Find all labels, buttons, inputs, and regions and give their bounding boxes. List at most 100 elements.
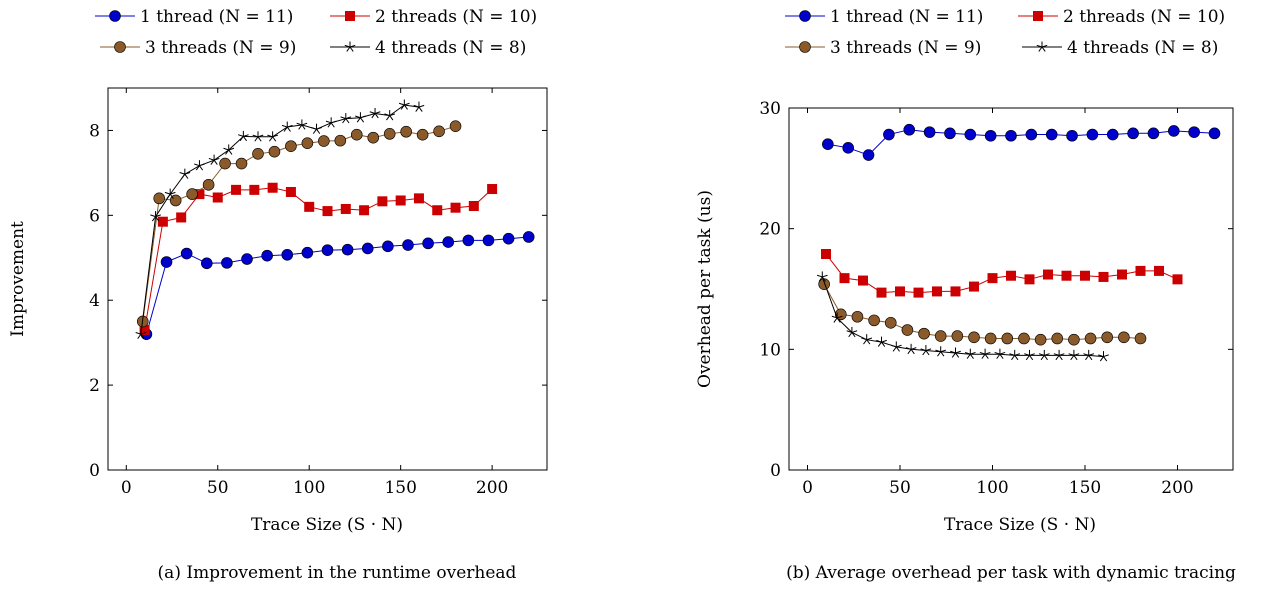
data-point [252, 147, 264, 160]
star-arm [239, 136, 244, 142]
data-point [252, 131, 264, 142]
series-line [821, 276, 1104, 358]
series-1 [822, 123, 1221, 161]
data-point [920, 345, 932, 356]
star-arm [140, 333, 145, 339]
star-arm [984, 353, 989, 359]
star-arm [223, 147, 229, 151]
star-arm [981, 353, 986, 359]
star-arm [1068, 353, 1075, 356]
series-3 [818, 278, 1147, 346]
star-arm [861, 337, 867, 341]
star-arm [1070, 355, 1075, 361]
data-point [884, 316, 897, 329]
star-arm [846, 330, 853, 333]
data-point [923, 126, 936, 138]
data-point [355, 112, 366, 123]
y-tick-label: 10 [759, 340, 781, 360]
data-point [951, 330, 964, 342]
star-arm [1053, 353, 1060, 356]
data-point [221, 257, 233, 269]
data-point [361, 242, 374, 255]
data-point [1066, 129, 1078, 142]
data-point [322, 206, 333, 217]
data-point [285, 186, 296, 197]
legend-item: 4 threads (N = 8) [330, 38, 526, 58]
star-arm [851, 330, 858, 333]
data-point [160, 256, 173, 268]
star-arm [349, 44, 356, 48]
star-arm [969, 353, 974, 359]
star-arm [301, 122, 308, 126]
star-arm [298, 124, 303, 130]
star-arm [283, 126, 288, 132]
star-arm [199, 165, 204, 171]
data-point [1009, 349, 1021, 361]
data-point [186, 188, 198, 200]
star-arm [984, 351, 991, 355]
data-point [413, 193, 424, 204]
data-point [821, 249, 831, 260]
data-point [267, 131, 279, 142]
legend-label: 1 thread (N = 11) [830, 7, 983, 27]
data-point [164, 188, 176, 199]
star-arm [415, 106, 420, 112]
data-point [1188, 126, 1200, 138]
star-arm [316, 126, 322, 130]
data-point [432, 205, 443, 216]
star-arm [910, 347, 917, 350]
star-arm [257, 136, 262, 142]
data-point [918, 327, 930, 340]
data-point [241, 253, 253, 265]
chart-b: 0 50 100 150 200 0 10 20 30 Trace Size (S · N) Ove… [695, 7, 1236, 583]
data-point [890, 341, 902, 352]
star-arm [821, 276, 826, 282]
star-arm [925, 348, 932, 352]
star-arm [999, 351, 1006, 355]
data-point [895, 286, 905, 297]
star-arm [316, 128, 321, 134]
data-point [862, 149, 875, 161]
star-arm [301, 124, 306, 130]
legend: 1 thread (N = 11) 2 threads (N = 10) 3 thr… [785, 7, 1225, 58]
legend-item: 4 threads (N = 8) [1022, 38, 1218, 58]
star-arm [907, 349, 912, 355]
y-axis-label: Overhead per task (us) [695, 190, 715, 388]
star-arm [896, 344, 902, 348]
star-arm [384, 113, 390, 117]
data-point [839, 273, 850, 284]
data-point [304, 201, 315, 212]
data-point [1106, 128, 1119, 141]
data-point [334, 134, 347, 147]
star-arm [1043, 355, 1048, 361]
star-arm [286, 126, 291, 132]
data-point [311, 123, 322, 134]
data-point [934, 330, 947, 342]
star-arm [137, 333, 142, 339]
data-point [194, 189, 205, 200]
star-arm [1029, 353, 1035, 356]
star-arm [881, 339, 887, 343]
data-point [905, 343, 917, 355]
legend-item: 3 threads (N = 9) [100, 38, 296, 58]
star-arm [1011, 355, 1016, 361]
data-point [1001, 332, 1014, 345]
data-point [180, 247, 193, 260]
star-arm [312, 128, 317, 134]
legend-marker [1036, 41, 1048, 52]
legend: 1 thread (N = 11) 2 threads (N = 10) 3 thr… [95, 7, 537, 58]
star-arm [922, 350, 927, 356]
data-point [861, 334, 873, 345]
star-arm [863, 339, 868, 345]
star-arm [1025, 355, 1030, 361]
star-arm [330, 122, 335, 128]
data-point [301, 137, 314, 149]
star-arm [252, 134, 259, 138]
star-arm [1088, 355, 1093, 361]
data-point [1147, 127, 1160, 140]
chart-a: 0 50 100 150 200 0 2 4 6 8 Trace Size (S · N) Impro… [8, 7, 548, 583]
x-tick-label: 100 [293, 478, 325, 498]
data-point [487, 184, 498, 195]
y-tick-label: 0 [770, 461, 781, 481]
data-point [842, 142, 855, 154]
